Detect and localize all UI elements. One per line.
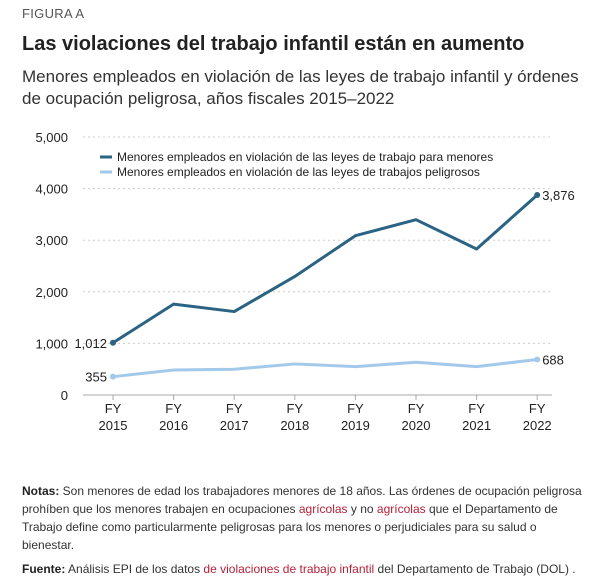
x-tick-label: 2016	[159, 418, 188, 433]
x-tick-label: 2015	[99, 418, 128, 433]
x-tick-label: 2019	[341, 418, 370, 433]
data-point	[110, 373, 116, 380]
x-tick-label: FY	[468, 401, 485, 416]
figure-label: FIGURA A	[22, 6, 85, 21]
notes-text: Son menores de edad los trabajadores men…	[22, 484, 582, 516]
notes-label: Notas:	[22, 484, 60, 498]
source-label: Fuente:	[22, 562, 66, 576]
link-no-agricolas[interactable]: agrícolas	[376, 502, 426, 516]
data-label: 355	[85, 370, 107, 385]
y-tick-label: 3,000	[35, 233, 68, 248]
data-point	[110, 339, 116, 346]
y-tick-label: 5,000	[35, 130, 68, 145]
x-tick-label: 2022	[523, 418, 552, 433]
y-tick-label: 4,000	[35, 182, 68, 197]
legend-label: Menores empleados en violación de las le…	[117, 150, 493, 164]
x-tick-label: FY	[165, 401, 182, 416]
x-tick-label: 2018	[280, 418, 309, 433]
series-line	[112, 193, 539, 345]
notes: Notas: Son menores de edad los trabajado…	[22, 482, 582, 578]
x-tick-label: FY	[347, 401, 364, 416]
source-text: del Departamento de Trabajo (DOL) .	[374, 562, 576, 576]
data-label: 1,012	[74, 336, 107, 351]
x-tick-label: 2021	[462, 418, 491, 433]
notes-text: que el Departamento de Trabajo define co…	[22, 502, 558, 552]
x-tick-label: FY	[105, 401, 122, 416]
chart-subtitle: Menores empleados en violación de las le…	[22, 67, 579, 108]
x-tick-label: 2020	[402, 418, 431, 433]
x-tick-label: FY	[226, 401, 243, 416]
y-tick-label: 2,000	[35, 285, 68, 300]
x-tick-label: FY	[529, 401, 546, 416]
x-tick-label: FY	[286, 401, 303, 416]
data-label: 688	[542, 352, 564, 367]
legend-label: Menores empleados en violación de las le…	[117, 165, 480, 179]
x-tick-label: FY	[408, 401, 425, 416]
line-chart: 0 1,000 2,000 3,000 4,000 5,000 FY 2015 FY 2016 FY…	[35, 130, 575, 433]
source-text: Análisis EPI de los datos	[65, 562, 204, 576]
y-tick-label: 1,000	[35, 336, 68, 351]
data-point	[534, 356, 541, 363]
data-label: 3,876	[542, 188, 575, 203]
x-tick-label: 2017	[220, 418, 249, 433]
notes-text: y no	[347, 502, 377, 516]
y-tick-label: 0	[61, 388, 68, 403]
link-violations-data[interactable]: de violaciones de trabajo infantil	[203, 562, 375, 576]
link-agricolas[interactable]: agrícolas	[298, 502, 348, 516]
series-line	[112, 358, 538, 379]
data-point	[534, 191, 541, 198]
chart-title: Las violaciones del trabajo infantil est…	[22, 33, 525, 55]
